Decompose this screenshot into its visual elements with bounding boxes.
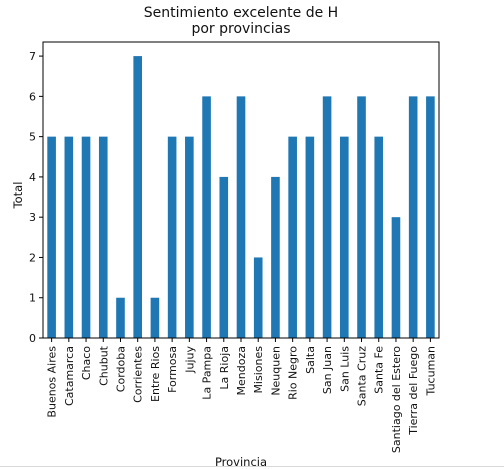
x-tick-label: Santa Cruz xyxy=(356,346,369,406)
y-tick-label: 5 xyxy=(29,131,36,144)
bar xyxy=(305,136,315,338)
plot-frame xyxy=(42,41,440,339)
bar xyxy=(426,96,435,339)
bar xyxy=(236,96,246,339)
bar xyxy=(133,56,142,338)
bar xyxy=(374,136,384,338)
x-axis-label: Provincia xyxy=(214,455,268,469)
x-tick-label: Salta xyxy=(304,346,317,374)
bar xyxy=(391,217,401,338)
x-tick-label: Tierra del Fuego xyxy=(407,346,420,436)
bar xyxy=(288,136,297,338)
x-tick-label: Misiones xyxy=(252,346,265,394)
x-axis: Buenos Aires Catamarca Chaco Chubut Cordoba C… xyxy=(46,338,437,453)
x-tick-label: Mendoza xyxy=(235,346,248,395)
bar xyxy=(322,96,332,339)
y-axis: 0 1 2 3 4 5 6 7 xyxy=(29,50,43,345)
bar xyxy=(150,297,160,338)
bar xyxy=(202,96,211,339)
bar xyxy=(116,297,125,338)
y-tick-label: 7 xyxy=(29,50,36,63)
x-tick-label: La Pampa xyxy=(201,346,214,400)
bar xyxy=(357,96,366,339)
x-tick-label: Santiago del Estero xyxy=(390,346,403,453)
x-tick-label: La Rioja xyxy=(218,346,231,390)
y-tick-label: 3 xyxy=(29,211,36,224)
bar xyxy=(408,96,418,339)
chart-title-line-2: por provincias xyxy=(191,21,291,37)
x-tick-label: San Luis xyxy=(338,346,351,392)
x-tick-label: Tucuman xyxy=(424,346,437,396)
bar xyxy=(185,136,194,338)
y-tick-label: 2 xyxy=(29,251,36,264)
x-tick-label: Neuquen xyxy=(269,346,282,396)
x-tick-label: Chubut xyxy=(97,345,110,386)
bar xyxy=(98,136,108,338)
x-tick-label: Chaco xyxy=(80,346,93,380)
x-tick-label: Rio Negro xyxy=(287,346,300,400)
x-tick-label: Entre Rios xyxy=(149,346,162,402)
bar xyxy=(219,176,229,338)
bars-group xyxy=(47,56,435,339)
x-tick-label: San Juan xyxy=(321,346,334,394)
x-tick-label: Cordoba xyxy=(114,346,127,392)
bar xyxy=(167,136,177,338)
bar xyxy=(253,257,263,338)
y-axis-label: Total xyxy=(11,181,25,209)
bar xyxy=(340,136,349,338)
bar xyxy=(81,136,91,338)
divider xyxy=(0,466,504,467)
x-tick-label: Buenos Aires xyxy=(46,346,59,418)
y-tick-label: 0 xyxy=(29,332,36,345)
y-tick-label: 4 xyxy=(29,171,36,184)
bar xyxy=(271,176,280,338)
x-tick-label: Formosa xyxy=(166,346,179,393)
x-tick-label: Santa Fe xyxy=(373,346,386,394)
y-tick-label: 6 xyxy=(29,90,36,103)
x-tick-label: Jujuy xyxy=(183,346,196,374)
x-tick-label: Corrientes xyxy=(132,346,145,403)
bar xyxy=(47,136,56,338)
x-tick-label: Catamarca xyxy=(63,346,76,406)
bar xyxy=(64,136,74,338)
y-tick-label: 1 xyxy=(29,292,36,305)
chart-title-line-1: Sentimiento excelente de H xyxy=(143,5,339,21)
